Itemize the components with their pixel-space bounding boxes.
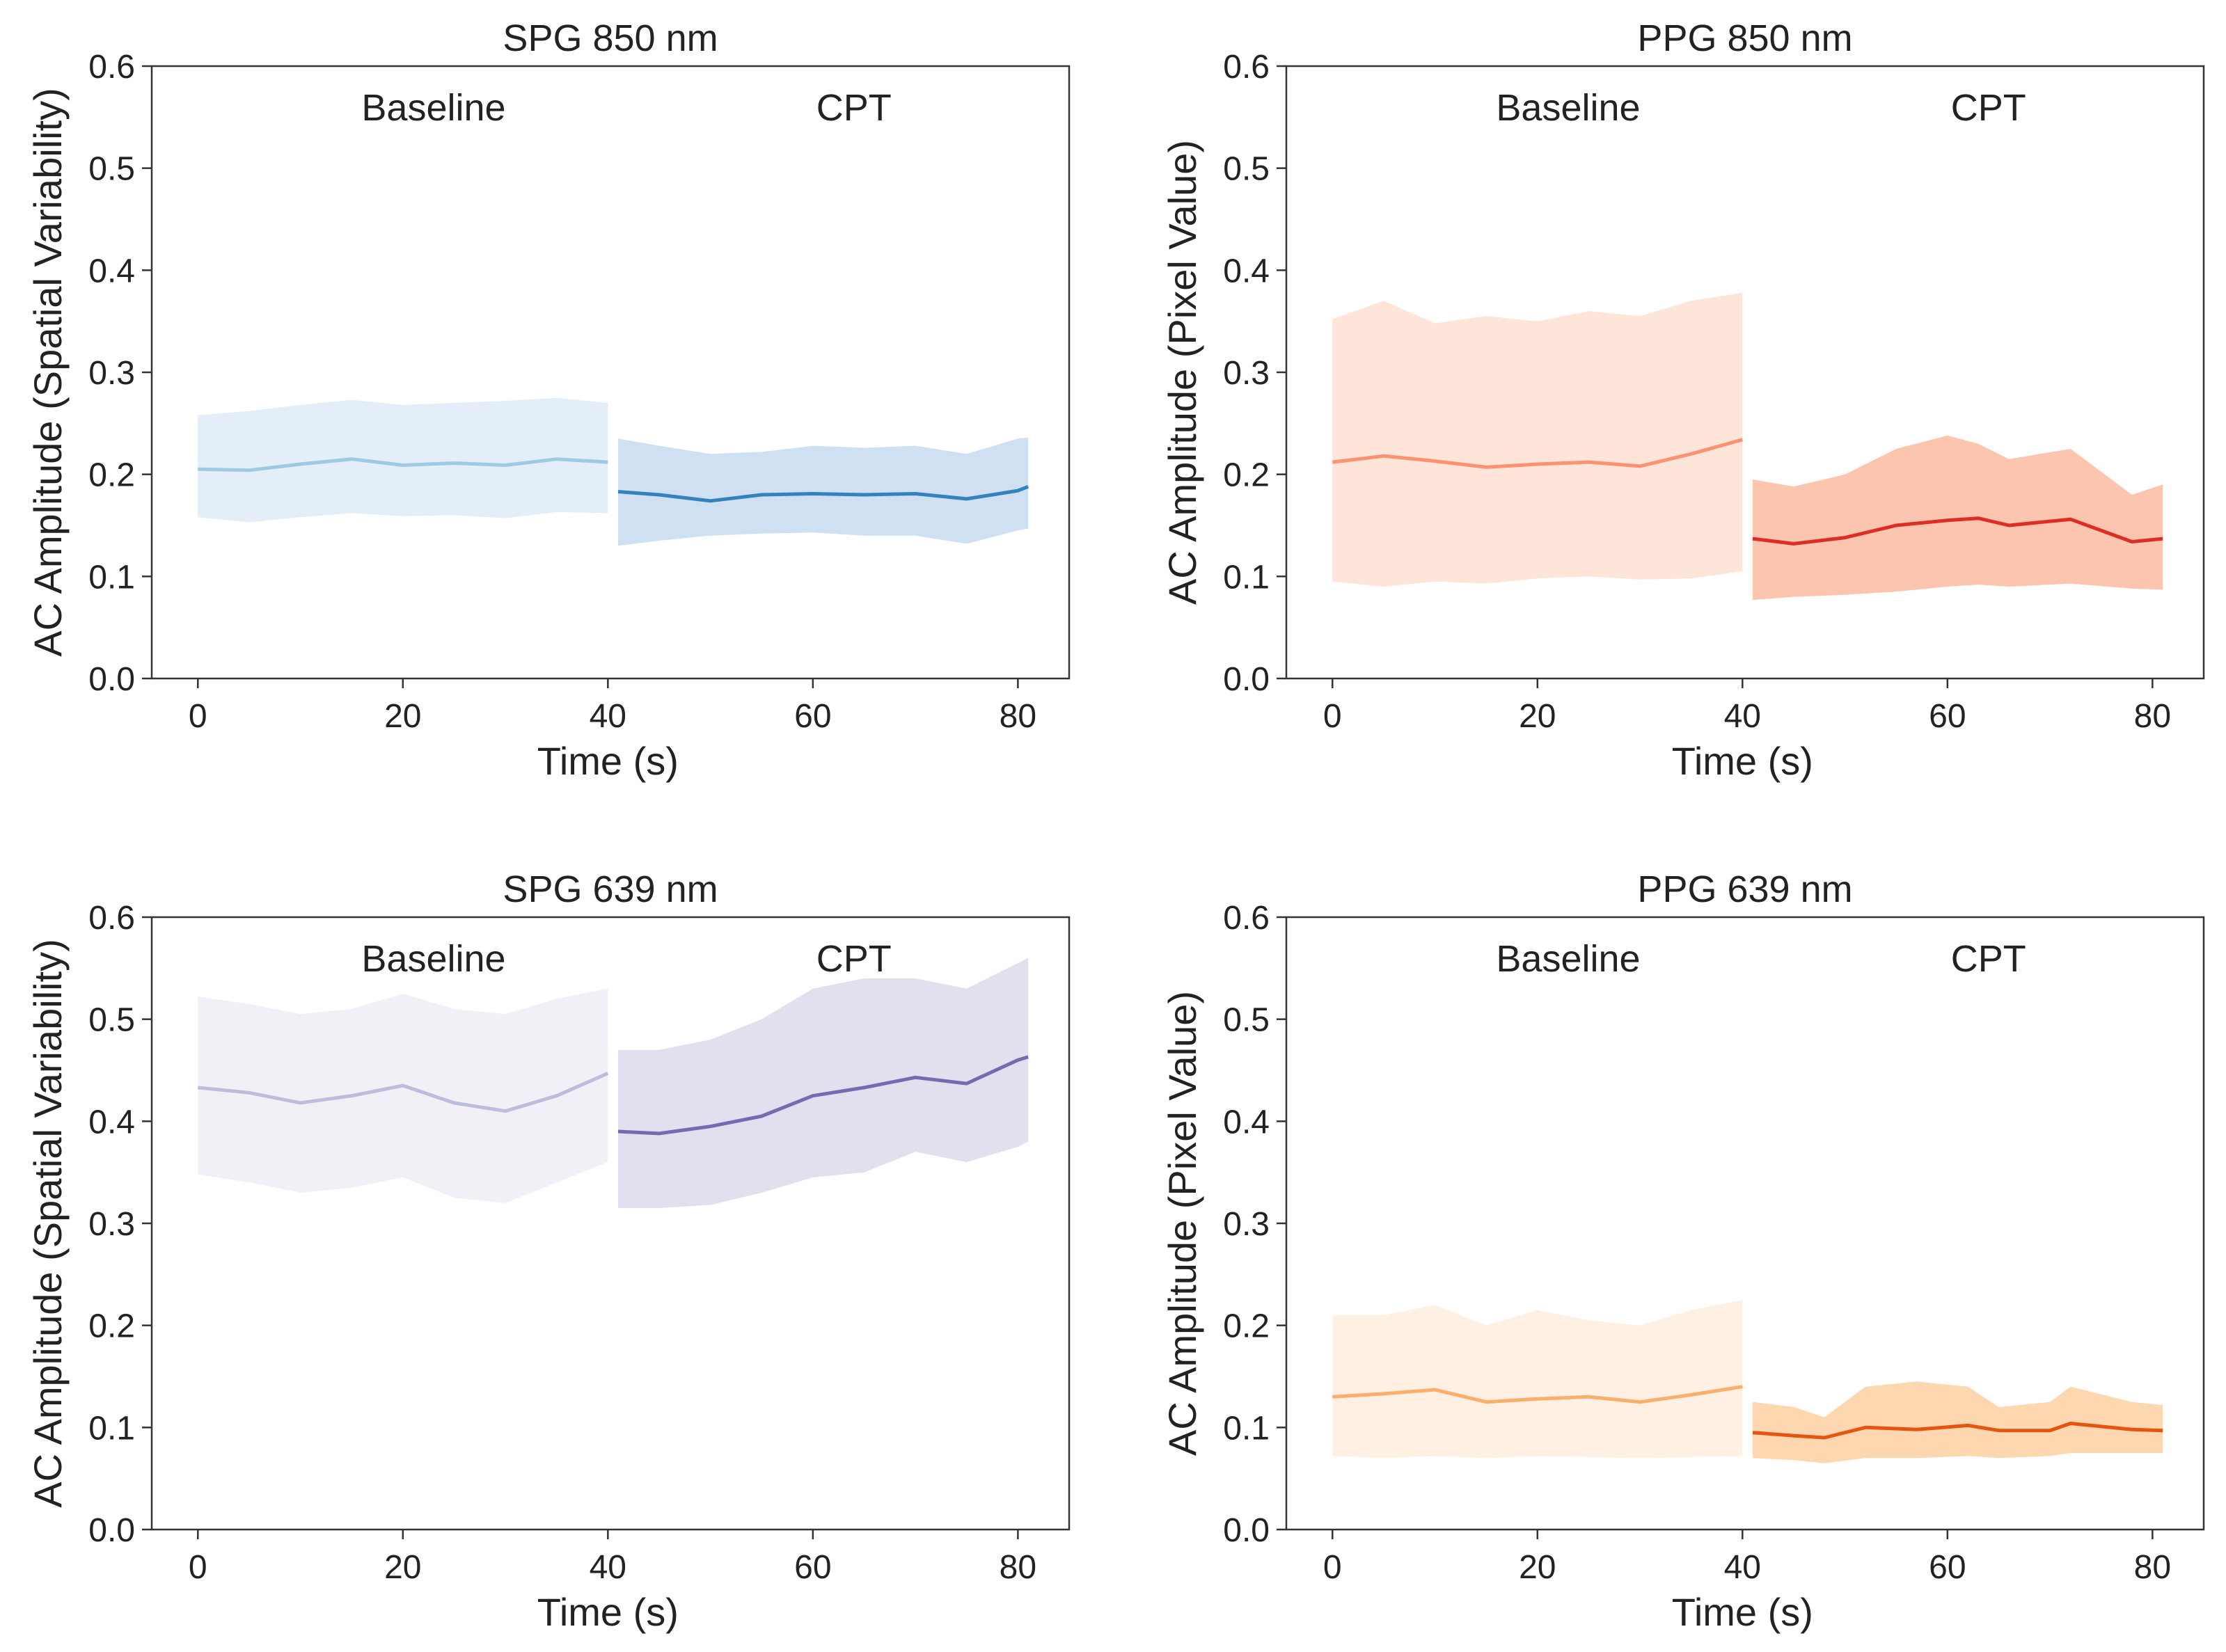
y-tick-label: 0.5	[88, 151, 135, 188]
plot-frame	[150, 65, 1071, 680]
band-baseline	[198, 988, 608, 1203]
band-baseline	[1332, 292, 1743, 587]
mean-line-cpt	[1752, 1422, 2163, 1440]
x-tick-label: 20	[384, 698, 421, 735]
x-axis-label: Time (s)	[1672, 739, 1813, 783]
phase-label-baseline: Baseline	[361, 938, 505, 980]
y-tick-label: 0.2	[88, 1308, 135, 1345]
x-axis-label: Time (s)	[1672, 1590, 1813, 1634]
y-tick-label: 0.1	[1223, 559, 1270, 596]
y-axis-label: AC Amplitude (Spatial Variability)	[26, 939, 70, 1508]
x-tick-label: 80	[2134, 698, 2171, 735]
chart-title: PPG 639 nm	[1637, 868, 1852, 910]
band-cpt	[1753, 1381, 2163, 1463]
y-tick-label: 0.3	[1223, 355, 1270, 392]
mean-line-cpt	[1752, 516, 2163, 546]
x-tick-label: 60	[1929, 698, 1966, 735]
x-tick-label: 0	[189, 1549, 207, 1586]
band-cpt	[618, 437, 1029, 546]
y-tick-label: 0.1	[88, 1410, 135, 1447]
phase-label-cpt: CPT	[816, 87, 892, 129]
band-cpt	[618, 958, 1029, 1208]
mean-line-cpt	[617, 1055, 1029, 1136]
y-tick-label: 0.2	[1223, 1308, 1270, 1345]
mean-line-baseline	[1332, 438, 1743, 469]
x-tick-label: 60	[794, 1549, 831, 1586]
x-axis-label: Time (s)	[537, 1590, 679, 1634]
x-tick-label: 60	[794, 698, 831, 735]
x-tick-label: 0	[1323, 1549, 1342, 1586]
y-tick-label: 0.4	[1223, 253, 1270, 289]
chart-panel-2: 0.0 0.1 0.2 0.3 0.4 0.5 0.6 0 20 40 60 80 PPG 850 nm…	[1160, 17, 2205, 783]
x-tick-label: 20	[1519, 1549, 1556, 1586]
phase-label-baseline: Baseline	[1496, 87, 1640, 129]
y-tick-label: 0.4	[1223, 1104, 1270, 1141]
y-tick-label: 0.0	[1223, 661, 1270, 698]
phase-label-baseline: Baseline	[361, 87, 505, 129]
y-axis-label: AC Amplitude (Pixel Value)	[1160, 140, 1204, 605]
band-baseline	[198, 397, 608, 523]
y-tick-label: 0.6	[1223, 900, 1270, 937]
y-tick-label: 0.5	[88, 1002, 135, 1039]
y-tick-label: 0.3	[1223, 1206, 1270, 1243]
x-tick-label: 40	[590, 1549, 626, 1586]
y-tick-label: 0.0	[88, 661, 135, 698]
x-tick-label: 40	[590, 698, 626, 735]
y-tick-label: 0.5	[1223, 1002, 1270, 1039]
chart-panel-4: 0.0 0.1 0.2 0.3 0.4 0.5 0.6 0 20 40 60 80 PPG 639 nm…	[1160, 868, 2205, 1634]
chart-title: PPG 850 nm	[1637, 17, 1852, 59]
x-tick-label: 0	[189, 698, 207, 735]
x-tick-label: 40	[1724, 1549, 1761, 1586]
x-axis-label: Time (s)	[537, 739, 679, 783]
y-tick-label: 0.3	[88, 355, 135, 392]
y-tick-label: 0.4	[88, 253, 135, 289]
y-tick-label: 0.0	[1223, 1512, 1270, 1549]
x-tick-label: 80	[2134, 1549, 2171, 1586]
y-tick-label: 0.2	[1223, 457, 1270, 494]
x-tick-label: 0	[1323, 698, 1342, 735]
y-axis-label: AC Amplitude (Pixel Value)	[1160, 991, 1204, 1456]
phase-label-cpt: CPT	[1951, 938, 2026, 980]
chart-panel-3: 0.0 0.1 0.2 0.3 0.4 0.5 0.6 0 20 40 60 80 SPG 639 nm…	[26, 868, 1071, 1634]
y-tick-label: 0.6	[88, 49, 135, 86]
phase-label-baseline: Baseline	[1496, 938, 1640, 980]
x-tick-label: 80	[1000, 698, 1036, 735]
y-tick-label: 0.6	[1223, 49, 1270, 86]
y-tick-label: 0.6	[88, 900, 135, 937]
x-tick-label: 80	[1000, 1549, 1036, 1586]
chart-panel-1: 0.0 0.1 0.2 0.3 0.4 0.5 0.6 0 20 40 60 80 SPG 850 nm…	[26, 17, 1071, 783]
mean-line-cpt	[617, 484, 1029, 503]
y-tick-label: 0.0	[88, 1512, 135, 1549]
phase-label-cpt: CPT	[1951, 87, 2026, 129]
x-tick-label: 20	[1519, 698, 1556, 735]
x-tick-label: 40	[1724, 698, 1761, 735]
y-tick-label: 0.1	[88, 559, 135, 596]
y-tick-label: 0.2	[88, 457, 135, 494]
chart-title: SPG 850 nm	[503, 17, 718, 59]
x-tick-label: 60	[1929, 1549, 1966, 1586]
y-tick-label: 0.3	[88, 1206, 135, 1243]
mean-line-baseline	[198, 1072, 609, 1113]
y-tick-label: 0.1	[1223, 1410, 1270, 1447]
band-baseline	[1332, 1300, 1743, 1459]
mean-line-baseline	[1332, 1385, 1743, 1404]
band-cpt	[1753, 435, 2163, 601]
x-tick-label: 20	[384, 1549, 421, 1586]
y-axis-label: AC Amplitude (Spatial Variability)	[26, 88, 70, 657]
y-tick-label: 0.5	[1223, 151, 1270, 188]
phase-label-cpt: CPT	[816, 938, 892, 980]
y-tick-label: 0.4	[88, 1104, 135, 1141]
chart-title: SPG 639 nm	[503, 868, 718, 910]
mean-line-baseline	[198, 457, 608, 472]
